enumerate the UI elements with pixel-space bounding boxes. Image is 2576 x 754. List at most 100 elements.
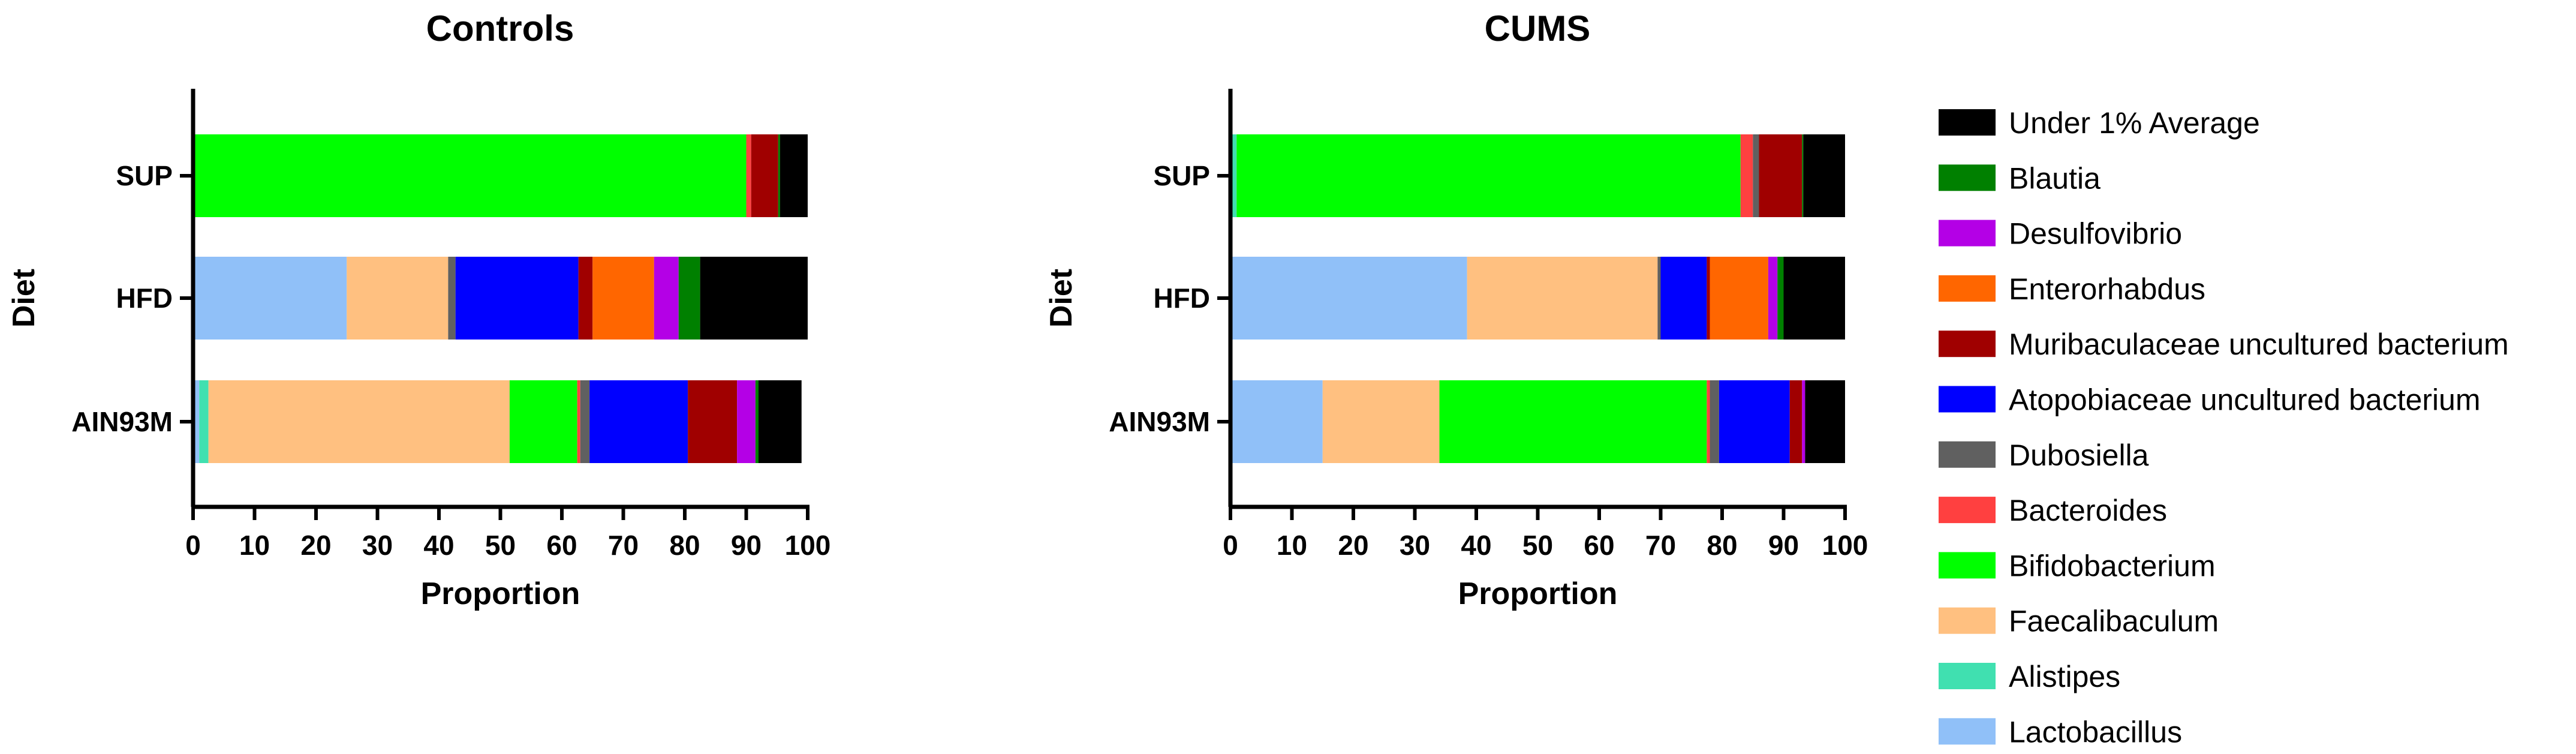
bar-segment (193, 134, 747, 217)
bar-segment (1768, 257, 1778, 340)
x-tick-label: 40 (1461, 530, 1491, 561)
bar-segment (751, 134, 778, 217)
bar-segment (592, 257, 654, 340)
bar-segment (1230, 134, 1237, 217)
legend-label: Muribaculaceae uncultured bacterium (2009, 328, 2509, 361)
chart-legend: Under 1% Average Blautia Desulfovibrio Ente… (1939, 106, 2509, 749)
bar-segment (589, 380, 688, 463)
bar-segment (199, 380, 209, 463)
bar-segment (778, 134, 780, 217)
bar-segment (1467, 257, 1658, 340)
bar-segment (1740, 134, 1753, 217)
bar-segment (1230, 380, 1323, 463)
bar-segment (654, 257, 679, 340)
legend-label: Alistipes (2009, 660, 2120, 693)
bar-segment (1710, 257, 1768, 340)
bar-segment (688, 380, 738, 463)
x-tick-label: 30 (1400, 530, 1430, 561)
x-tick-label: 50 (485, 530, 516, 561)
x-tick-label: 90 (1768, 530, 1799, 561)
x-tick-label: 100 (1822, 530, 1868, 561)
chart-title: CUMS (1485, 8, 1591, 49)
bar-segment (1803, 134, 1845, 217)
bar-segment (580, 380, 590, 463)
legend-label: Atopobiaceae uncultured bacterium (2009, 383, 2481, 417)
bar-segment (746, 134, 751, 217)
x-axis-title: Proportion (421, 576, 580, 611)
legend-swatch (1939, 109, 1996, 136)
bar-segment (1802, 380, 1805, 463)
bar-segment (678, 257, 700, 340)
category-label: SUP (116, 160, 173, 191)
legend-swatch (1939, 718, 1996, 745)
legend-swatch (1939, 386, 1996, 413)
category-label: HFD (1153, 283, 1210, 314)
legend-swatch (1939, 607, 1996, 634)
legend-swatch (1939, 164, 1996, 191)
x-tick-label: 80 (669, 530, 700, 561)
bar-segment (1753, 134, 1759, 217)
y-axis-title: Diet (7, 269, 41, 328)
bar-segment (1322, 380, 1440, 463)
bar-segment (1802, 134, 1804, 217)
chart-panel-1: Controls SUP HFD AIN93M 0 10 20 30 40 50 60 70 80 90 1… (7, 8, 830, 611)
bar-segment (700, 257, 808, 340)
bar-segment (1439, 380, 1707, 463)
legend-label: Enterorhabdus (2009, 272, 2205, 306)
bar-segment (578, 257, 593, 340)
legend-swatch (1939, 275, 1996, 302)
x-axis-title: Proportion (1458, 576, 1618, 611)
legend-swatch (1939, 552, 1996, 579)
bar-segment (208, 380, 510, 463)
category-label: SUP (1153, 160, 1210, 191)
x-tick-label: 90 (731, 530, 762, 561)
bar-segment (780, 134, 808, 217)
bar-segment (509, 380, 577, 463)
legend-label: Under 1% Average (2009, 106, 2260, 140)
bar-segment (1707, 380, 1710, 463)
x-tick-label: 10 (1277, 530, 1307, 561)
x-tick-label: 60 (1584, 530, 1614, 561)
x-tick-label: 100 (785, 530, 831, 561)
x-tick-label: 30 (362, 530, 393, 561)
legend-label: Bacteroides (2009, 494, 2167, 527)
legend-label: Blautia (2009, 161, 2100, 195)
x-tick-label: 0 (185, 530, 201, 561)
x-tick-label: 0 (1223, 530, 1238, 561)
bar-segment (577, 380, 580, 463)
x-tick-label: 50 (1522, 530, 1553, 561)
category-label: AIN93M (1109, 406, 1210, 437)
legend-label: Dubosiella (2009, 438, 2149, 472)
legend-label: Lactobacillus (2009, 715, 2182, 749)
bar-segment (1783, 257, 1845, 340)
bar-segment (737, 380, 756, 463)
legend-swatch (1939, 331, 1996, 358)
legend-label: Desulfovibrio (2009, 217, 2182, 251)
x-tick-label: 10 (239, 530, 270, 561)
bar-segment (759, 380, 802, 463)
category-label: HFD (116, 283, 173, 314)
y-axis-title: Diet (1044, 269, 1079, 328)
bar-segment (1789, 380, 1802, 463)
bar-segment (755, 380, 759, 463)
chart-title: Controls (426, 8, 574, 49)
bar-segment (1777, 257, 1784, 340)
legend-swatch (1939, 663, 1996, 689)
x-tick-label: 80 (1707, 530, 1737, 561)
bar-segment (1657, 257, 1661, 340)
bar-segment (1719, 380, 1790, 463)
bar-segment (193, 257, 347, 340)
legend-swatch (1939, 220, 1996, 247)
category-label: AIN93M (71, 406, 173, 437)
bar-segment (1707, 257, 1710, 340)
bar-segment (347, 257, 449, 340)
x-tick-label: 60 (546, 530, 577, 561)
bar-segment (1236, 134, 1741, 217)
x-tick-label: 70 (1645, 530, 1676, 561)
x-tick-label: 40 (423, 530, 454, 561)
x-tick-label: 20 (1338, 530, 1368, 561)
bar-segment (455, 257, 579, 340)
legend-label: Bifidobacterium (2009, 549, 2216, 582)
bar-segment (1660, 257, 1707, 340)
